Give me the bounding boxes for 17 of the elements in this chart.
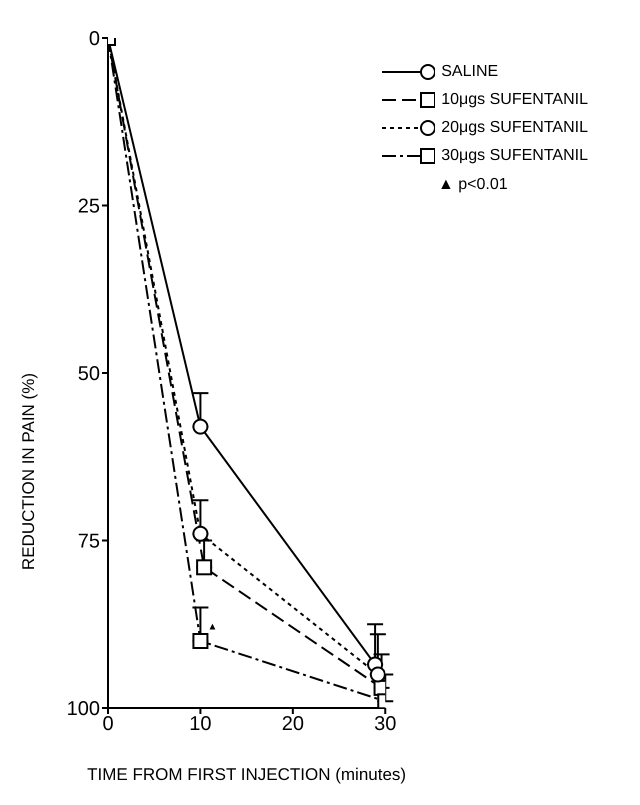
x-tick-label: 30 — [374, 713, 396, 736]
y-tick-label: 50 — [78, 363, 100, 386]
legend-label: 20μgs SUFENTANIL — [441, 119, 588, 137]
y-tick-label: 100 — [66, 698, 100, 720]
legend-label: 10μgs SUFENTANIL — [441, 91, 588, 109]
text: ▲ p<0.01 — [438, 176, 508, 194]
annotation: ▲ — [207, 622, 218, 633]
y-axis-title: REDUCTION IN PAIN (%) — [19, 373, 38, 570]
y-tick-label: 25 — [78, 196, 100, 218]
legend-label: 30μgs SUFENTANIL — [441, 147, 588, 165]
x-axis-title: TIME FROM FIRST INJECTION (minutes) — [87, 765, 406, 784]
y-tick-label: 75 — [78, 530, 100, 553]
x-tick-label: 10 — [189, 713, 212, 736]
y-tick-label: 0 — [88, 28, 100, 50]
x-tick-label: 20 — [282, 713, 304, 736]
x-tick-label: 0 — [102, 713, 114, 736]
legend-label: SALINE — [441, 63, 498, 81]
